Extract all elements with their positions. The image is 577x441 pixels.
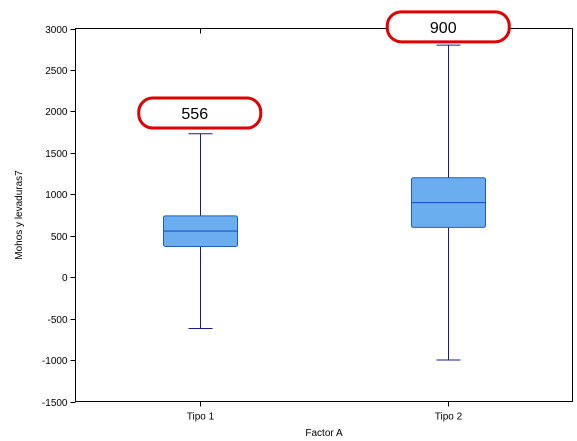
y-tick-label: 2500 (45, 66, 68, 77)
x-tick-label: Tipo 2 (435, 412, 463, 423)
plot-area-frame (75, 28, 573, 402)
x-axis-title: Factor A (305, 428, 343, 439)
y-tick-label: 0 (62, 273, 68, 284)
callout-2: 900 (385, 10, 511, 44)
y-axis-title: Mohos y levaduras7 (14, 170, 25, 260)
y-tick-label: 1500 (45, 149, 68, 160)
callout-label: 556 (181, 106, 208, 123)
y-axis: 3000 2500 2000 1500 1000 500 0 -500 -1000 -1500 (42, 25, 76, 409)
callouts: 556 900 (137, 10, 511, 130)
y-tick-label: 2000 (45, 107, 68, 118)
callout-label: 900 (430, 20, 457, 37)
y-tick-label: -500 (47, 315, 67, 326)
y-tick-label: 1000 (45, 190, 68, 201)
callout-border (385, 10, 511, 44)
callout-1: 556 (137, 96, 263, 130)
box-2 (411, 44, 486, 361)
y-tick-label: -1000 (42, 356, 68, 367)
box-series (163, 44, 486, 361)
callout-border (137, 96, 263, 130)
y-tick-label: -1500 (42, 398, 68, 409)
box-1 (163, 133, 238, 330)
x-tick-label: Tipo 1 (187, 412, 215, 423)
y-tick-label: 3000 (45, 25, 68, 36)
y-tick-label: 500 (51, 232, 68, 243)
